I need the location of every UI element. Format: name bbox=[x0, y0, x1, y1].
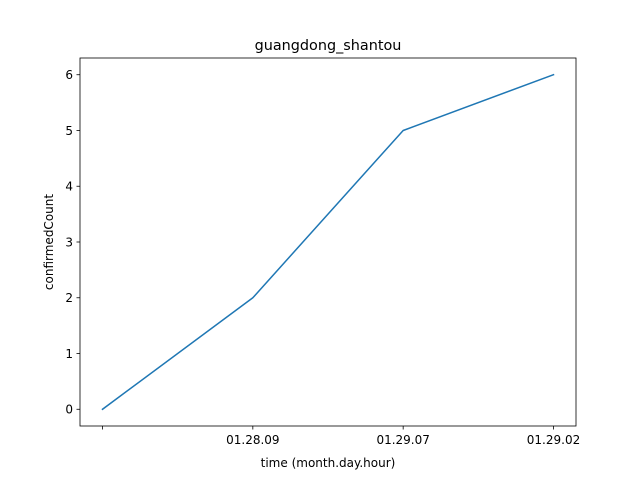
y-tick-label: 4 bbox=[65, 180, 73, 194]
plot-area: 0 1 2 3 4 5 6 01.28.09 01.29.07 01.29.02 bbox=[65, 57, 580, 447]
y-tick-label: 0 bbox=[65, 403, 73, 417]
y-tick-label: 3 bbox=[65, 235, 73, 249]
y-axis-label: confirmedCount bbox=[42, 194, 56, 290]
x-tick-label: 01.29.07 bbox=[376, 433, 429, 447]
x-tick-label: 01.29.02 bbox=[527, 433, 580, 447]
x-tick-label: 01.28.09 bbox=[226, 433, 279, 447]
y-tick-label: 5 bbox=[65, 124, 73, 138]
chart-title: guangdong_shantou bbox=[255, 38, 402, 54]
y-tick-label: 6 bbox=[65, 68, 73, 82]
series-line bbox=[101, 73, 555, 411]
y-tick-label: 2 bbox=[65, 291, 73, 305]
y-tick-label: 1 bbox=[65, 347, 73, 361]
x-axis-label: time (month.day.hour) bbox=[261, 456, 396, 470]
